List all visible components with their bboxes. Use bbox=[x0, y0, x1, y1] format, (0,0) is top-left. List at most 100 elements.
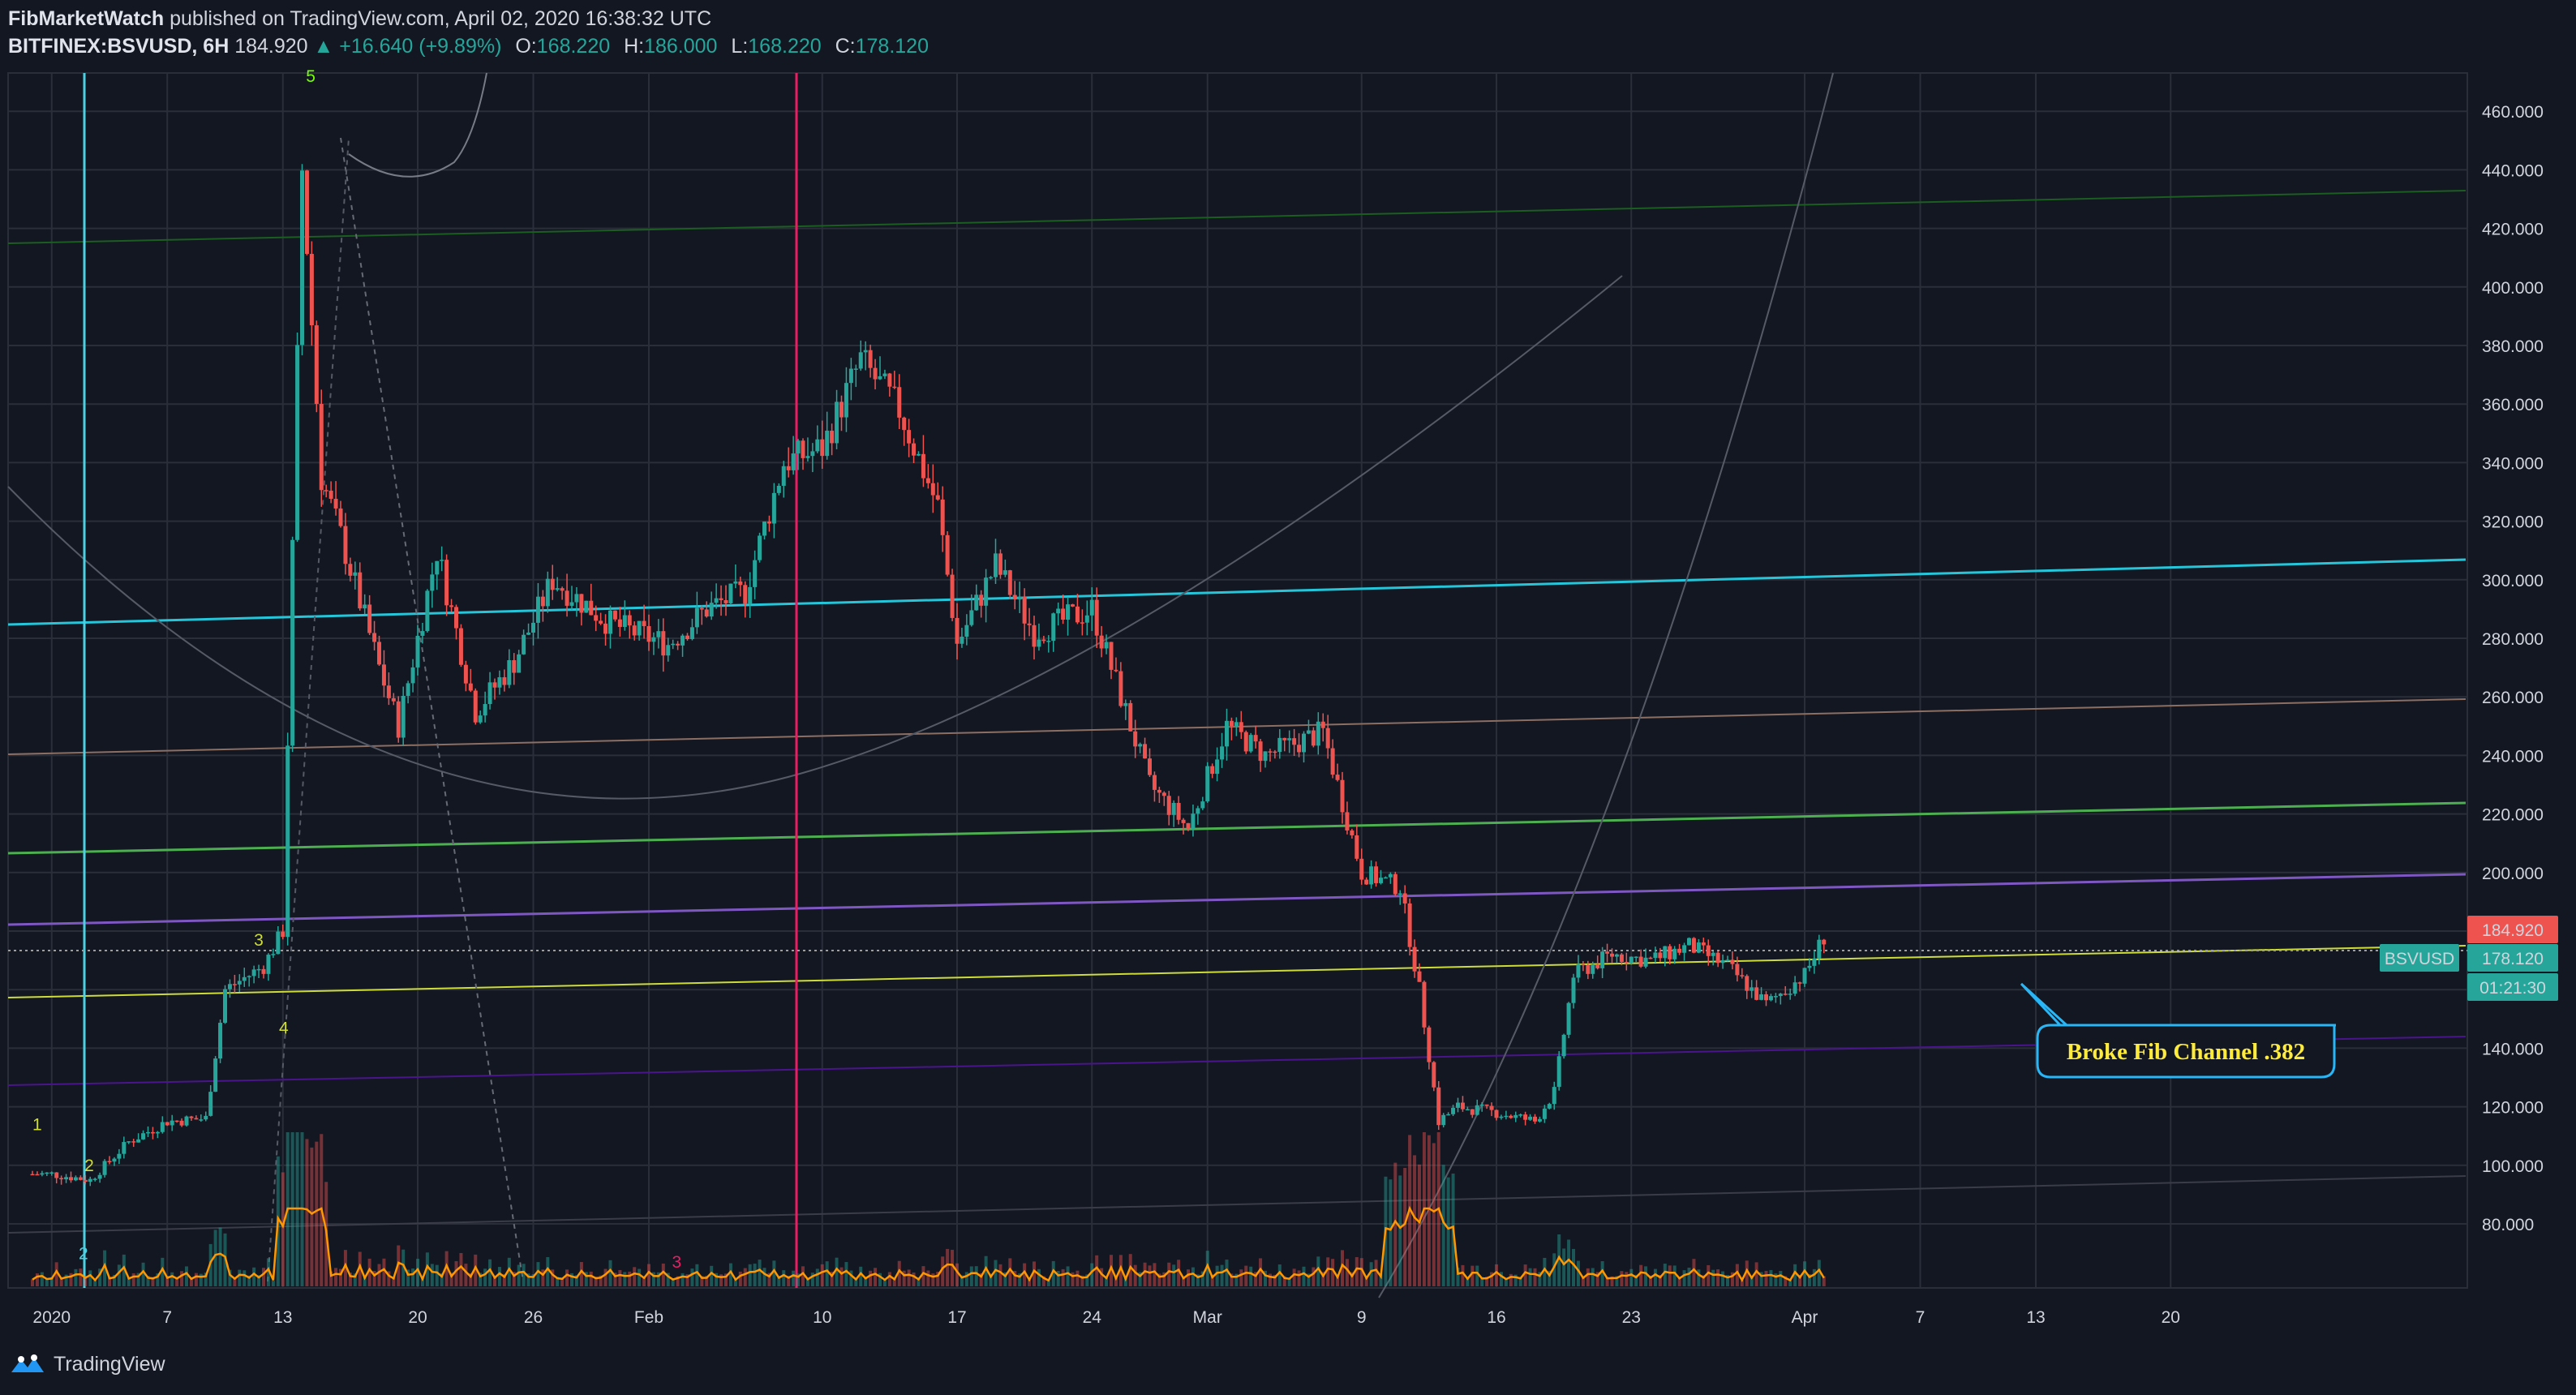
volume-bar bbox=[526, 1273, 530, 1286]
candle-up bbox=[1807, 965, 1812, 968]
brand-name: TradingView bbox=[54, 1352, 165, 1376]
time-axis[interactable]: 2020 7 13 20 26 Feb 10 17 24 Mar 9 16 23 Apr 7 13 20 bbox=[32, 1308, 2180, 1327]
volume-bar bbox=[93, 1280, 97, 1286]
volume-bar bbox=[753, 1264, 757, 1286]
candle-up bbox=[1234, 722, 1239, 727]
candle-up bbox=[1051, 613, 1056, 642]
volume-bar bbox=[570, 1273, 573, 1286]
volume-bar bbox=[1754, 1262, 1758, 1286]
volume-bar bbox=[1432, 1143, 1436, 1286]
candle-up bbox=[1002, 570, 1007, 575]
candle-down bbox=[979, 594, 984, 606]
plot-area[interactable] bbox=[7, 72, 2468, 1289]
annotation-callout[interactable]: Broke Fib Channel .382 bbox=[2020, 982, 2337, 1079]
candle-down bbox=[902, 417, 907, 431]
volume-bar bbox=[1548, 1270, 1552, 1286]
candle-down bbox=[1114, 669, 1118, 672]
x-tick-label: 9 bbox=[1357, 1308, 1367, 1327]
volume-bar bbox=[594, 1277, 598, 1286]
volume-bar bbox=[728, 1263, 732, 1286]
volume-bar bbox=[1118, 1255, 1123, 1286]
candle-up bbox=[994, 553, 998, 577]
candle-up bbox=[1225, 720, 1229, 747]
volume-bar bbox=[88, 1270, 92, 1286]
candle-down bbox=[492, 682, 497, 688]
volume-bar bbox=[1307, 1273, 1311, 1286]
candle-up bbox=[401, 695, 406, 738]
volume-bar bbox=[551, 1269, 555, 1286]
volume-bar bbox=[1480, 1277, 1484, 1286]
volume-bar bbox=[1499, 1272, 1503, 1286]
volume-bar bbox=[1581, 1276, 1585, 1286]
volume-bar bbox=[1239, 1269, 1243, 1286]
x-tick-label: Apr bbox=[1792, 1308, 1818, 1327]
volume-bar bbox=[1028, 1279, 1032, 1286]
candle-down bbox=[589, 600, 594, 616]
volume-bar bbox=[1793, 1264, 1797, 1286]
volume-bar bbox=[1191, 1267, 1195, 1286]
volume-bar bbox=[1128, 1254, 1132, 1286]
candle-up bbox=[208, 1092, 213, 1116]
candle-down bbox=[1595, 964, 1600, 968]
candle-down bbox=[304, 170, 309, 255]
price-axis[interactable]: 80.000100.000120.000140.000160.000180.00… bbox=[2482, 103, 2544, 1234]
candle-up bbox=[112, 1158, 117, 1162]
volume-bar bbox=[1672, 1265, 1677, 1286]
symbol-interval[interactable]: BITFINEX:BSVUSD, 6H bbox=[8, 35, 230, 58]
volume-bar bbox=[305, 1139, 309, 1286]
candle-down bbox=[1027, 623, 1032, 625]
volume-bar bbox=[1302, 1266, 1306, 1286]
candle-up bbox=[213, 1058, 218, 1092]
volume-bar bbox=[1187, 1269, 1190, 1286]
candle-down bbox=[1080, 622, 1084, 624]
volume-bar bbox=[122, 1254, 126, 1286]
volume-bar bbox=[989, 1273, 993, 1286]
volume-bar bbox=[243, 1270, 247, 1286]
candle-down bbox=[358, 572, 363, 609]
volume-bar bbox=[599, 1275, 603, 1286]
volume-bar bbox=[334, 1268, 338, 1286]
candlesticks[interactable] bbox=[30, 164, 1827, 1187]
volume-bar bbox=[994, 1260, 998, 1286]
y-tick-label: 400.000 bbox=[2482, 279, 2544, 298]
candle-down bbox=[1094, 599, 1099, 636]
candle-down bbox=[1764, 994, 1768, 1001]
candle-up bbox=[1725, 959, 1730, 961]
volume-bar bbox=[998, 1264, 1002, 1286]
candle-down bbox=[1668, 946, 1672, 959]
candle-down bbox=[386, 685, 391, 698]
volume-bar bbox=[579, 1262, 583, 1286]
candle-up bbox=[917, 453, 921, 456]
volume-bar bbox=[1557, 1234, 1561, 1286]
volume-bar bbox=[406, 1269, 410, 1286]
volume-bar bbox=[1364, 1276, 1368, 1286]
candle-down bbox=[1292, 738, 1297, 745]
candle-down bbox=[830, 431, 835, 444]
candle-down bbox=[1586, 965, 1591, 974]
volume-bar bbox=[1041, 1276, 1045, 1286]
candle-down bbox=[1282, 737, 1287, 740]
change-up-icon: ▲ bbox=[313, 35, 334, 58]
volume-bar bbox=[1552, 1253, 1556, 1286]
author-name[interactable]: FibMarketWatch bbox=[8, 7, 165, 30]
footer-brand[interactable]: TradingView bbox=[10, 1346, 165, 1382]
volume-bar bbox=[608, 1260, 612, 1286]
candle-down bbox=[599, 620, 603, 624]
candle-up bbox=[141, 1133, 146, 1140]
volume-bar bbox=[1244, 1265, 1248, 1286]
candle-down bbox=[560, 588, 565, 591]
volume-bar bbox=[49, 1277, 54, 1286]
candle-down bbox=[1161, 792, 1166, 796]
volume-bar bbox=[430, 1264, 434, 1286]
wave-label: 3 bbox=[254, 931, 264, 950]
candle-up bbox=[242, 976, 247, 981]
candle-up bbox=[1451, 1107, 1456, 1114]
volume-bar bbox=[700, 1276, 704, 1286]
candle-up bbox=[1591, 964, 1595, 974]
volume-bar bbox=[103, 1250, 107, 1286]
candle-down bbox=[1427, 1027, 1432, 1062]
candle-up bbox=[478, 715, 483, 723]
candle-down bbox=[1032, 625, 1037, 647]
volume-bar bbox=[112, 1274, 116, 1286]
